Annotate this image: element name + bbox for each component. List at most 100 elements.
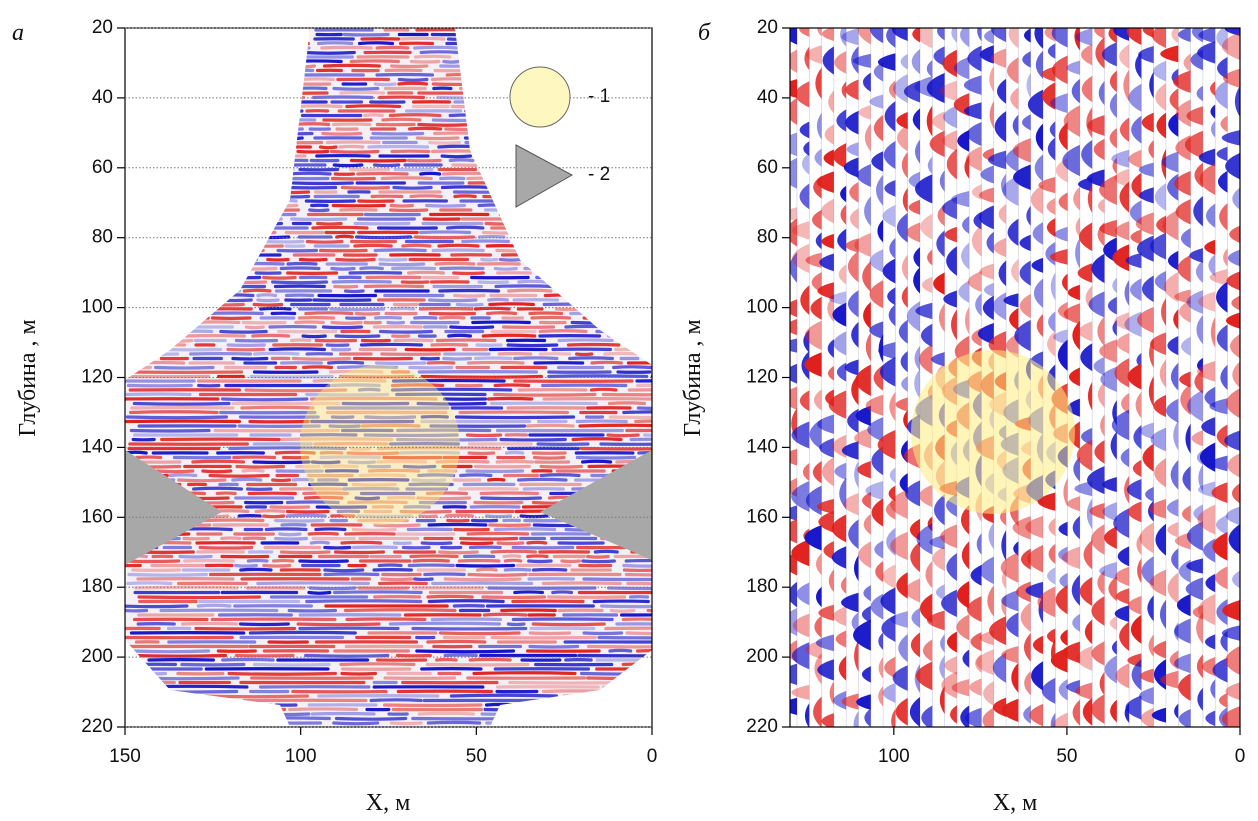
wavelet-lobe [843, 493, 859, 516]
texture [602, 127, 629, 132]
texture [578, 423, 652, 428]
wavelet-lobe [1139, 522, 1154, 554]
texture [129, 410, 219, 415]
texture [256, 293, 278, 298]
wavelet-lobe [1191, 28, 1203, 43]
wavelet-lobe [942, 196, 957, 220]
y-tick-label: 60 [757, 157, 778, 178]
wavelet-lobe [790, 132, 797, 157]
texture [581, 459, 613, 464]
texture [425, 491, 469, 496]
texture [128, 81, 149, 86]
wavelet-lobe [874, 540, 884, 559]
wavelet-lobe [815, 67, 822, 100]
texture [594, 122, 633, 127]
texture [358, 473, 406, 478]
texture [400, 36, 446, 41]
texture [235, 464, 286, 469]
texture [334, 334, 381, 339]
texture [299, 77, 335, 82]
wavelet-lobe [817, 659, 834, 681]
wavelet-lobe [818, 604, 834, 621]
texture [146, 158, 171, 163]
texture [253, 351, 300, 356]
wavelet-lobe [1011, 662, 1019, 693]
texture [530, 315, 572, 320]
wavelet-lobe [799, 121, 810, 139]
wavelet-lobe [1209, 398, 1228, 415]
wavelet-lobe [931, 352, 945, 367]
wavelet-lobe [1176, 594, 1191, 617]
wavelet-lobe [1082, 698, 1093, 726]
wavelet-lobe [1047, 43, 1056, 59]
legend-symbol [509, 66, 571, 128]
wavelet-lobe [877, 219, 884, 243]
wavelet-lobe [964, 306, 970, 335]
texture [536, 711, 627, 716]
wavelet-lobe [1211, 482, 1228, 504]
texture [593, 549, 619, 554]
wavelet-lobe [1232, 361, 1240, 388]
texture [171, 243, 203, 248]
wavelet-lobe [790, 28, 797, 45]
texture [134, 289, 168, 294]
wavelet-lobe [1174, 289, 1191, 304]
texture [254, 509, 286, 514]
wavelet-lobe [1010, 87, 1019, 110]
texture [427, 599, 505, 604]
texture [215, 90, 276, 95]
wavelet-lobe [997, 78, 1007, 104]
wavelet-lobe [885, 499, 896, 520]
wavelet-lobe [943, 105, 957, 129]
wavelet-lobe [1225, 506, 1240, 526]
texture [173, 302, 193, 307]
texture [125, 266, 180, 271]
texture [440, 185, 494, 190]
y-tick-label: 20 [92, 17, 113, 38]
texture [549, 28, 600, 32]
wavelet-lobe [1061, 273, 1068, 292]
wavelet-lobe [792, 613, 810, 638]
wavelet-lobe [922, 639, 933, 662]
texture [566, 82, 591, 87]
texture [216, 298, 253, 303]
wavelet-lobe [845, 79, 859, 101]
wavelet-lobe [901, 285, 908, 308]
wavelet-lobe [1058, 678, 1068, 701]
wavelet-lobe [1167, 522, 1179, 538]
wavelet-lobe [932, 111, 945, 132]
texture [197, 167, 256, 172]
texture [444, 127, 505, 132]
wavelet-lobe [1048, 543, 1056, 565]
wavelet-lobe [1023, 632, 1031, 662]
wavelet-lobe [1102, 477, 1117, 493]
wavelet-lobe [847, 290, 859, 318]
wavelet-lobe [998, 260, 1007, 287]
wavelet-lobe [926, 610, 945, 631]
y-tick-label: 180 [81, 576, 113, 597]
texture [155, 469, 195, 474]
wavelet-lobe [814, 615, 822, 638]
wavelet-lobe [864, 708, 871, 727]
wavelet-lobe [1139, 668, 1154, 684]
wavelet-lobe [818, 510, 834, 533]
texture [397, 81, 429, 86]
texture [448, 113, 509, 118]
texture [132, 401, 231, 406]
wavelet-lobe [1214, 79, 1228, 110]
texture [353, 243, 393, 248]
wavelet-lobe [1126, 28, 1142, 46]
texture [257, 172, 285, 177]
wavelet-lobe [869, 321, 884, 340]
texture [453, 293, 486, 298]
wavelet-lobe [1150, 427, 1166, 452]
texture [517, 279, 548, 284]
wavelet-lobe [1108, 576, 1117, 602]
texture [125, 392, 192, 397]
x-tick-label: 150 [109, 746, 141, 767]
wavelet-lobe [1226, 271, 1240, 291]
wavelet-lobe [1087, 115, 1105, 136]
wavelet-lobe [854, 427, 871, 449]
wavelet-lobe [1101, 42, 1117, 67]
wavelet-lobe [1180, 228, 1191, 249]
